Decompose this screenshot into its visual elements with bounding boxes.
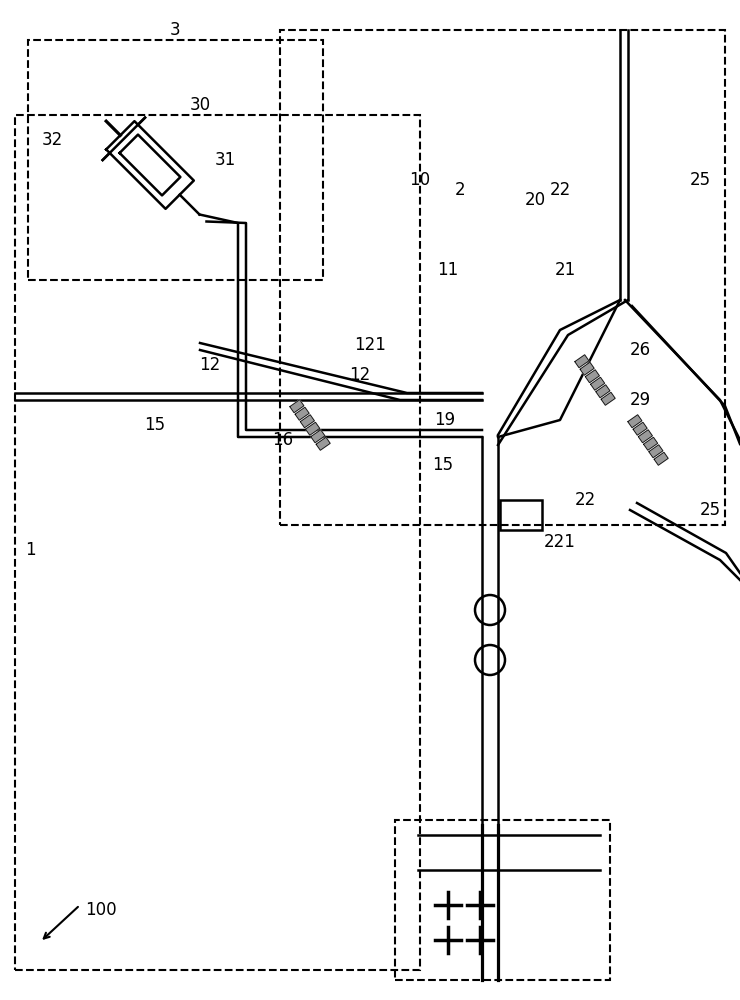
- Polygon shape: [300, 415, 314, 428]
- Text: 1: 1: [24, 541, 36, 559]
- Polygon shape: [596, 385, 610, 398]
- Text: 221: 221: [544, 533, 576, 551]
- Bar: [395, 820, 610, 980]
- Polygon shape: [591, 377, 605, 390]
- Text: 2: 2: [454, 181, 465, 199]
- Polygon shape: [580, 362, 594, 375]
- Polygon shape: [585, 370, 599, 383]
- Polygon shape: [290, 400, 304, 413]
- Text: 15: 15: [432, 456, 454, 474]
- Text: 19: 19: [434, 411, 456, 429]
- Text: 100: 100: [85, 901, 117, 919]
- Text: 31: 31: [215, 151, 235, 169]
- Polygon shape: [575, 355, 589, 368]
- Bar: [500, 500, 542, 530]
- Polygon shape: [311, 430, 325, 443]
- Polygon shape: [628, 415, 642, 428]
- Text: 25: 25: [699, 501, 721, 519]
- Text: 22: 22: [574, 491, 596, 509]
- Polygon shape: [644, 437, 658, 450]
- Text: 12: 12: [349, 366, 371, 384]
- Polygon shape: [639, 430, 653, 443]
- Polygon shape: [306, 422, 320, 435]
- Polygon shape: [295, 407, 309, 420]
- Polygon shape: [649, 445, 663, 458]
- Bar: [28, 40, 323, 280]
- Text: 12: 12: [199, 356, 221, 374]
- Text: 29: 29: [630, 391, 650, 409]
- Text: 25: 25: [690, 171, 710, 189]
- Text: 15: 15: [144, 416, 166, 434]
- Polygon shape: [654, 452, 668, 465]
- Bar: [15, 115, 420, 970]
- Text: 121: 121: [354, 336, 386, 354]
- Polygon shape: [601, 392, 615, 405]
- Text: 21: 21: [554, 261, 576, 279]
- Text: 30: 30: [189, 96, 211, 114]
- Text: 20: 20: [525, 191, 545, 209]
- Polygon shape: [316, 437, 330, 450]
- Text: 26: 26: [630, 341, 650, 359]
- Text: 22: 22: [549, 181, 571, 199]
- Text: 11: 11: [437, 261, 459, 279]
- Bar: [280, 30, 725, 525]
- Text: 16: 16: [272, 431, 294, 449]
- Text: 10: 10: [409, 171, 431, 189]
- Polygon shape: [633, 422, 648, 435]
- Text: 32: 32: [41, 131, 63, 149]
- Text: 3: 3: [169, 21, 181, 39]
